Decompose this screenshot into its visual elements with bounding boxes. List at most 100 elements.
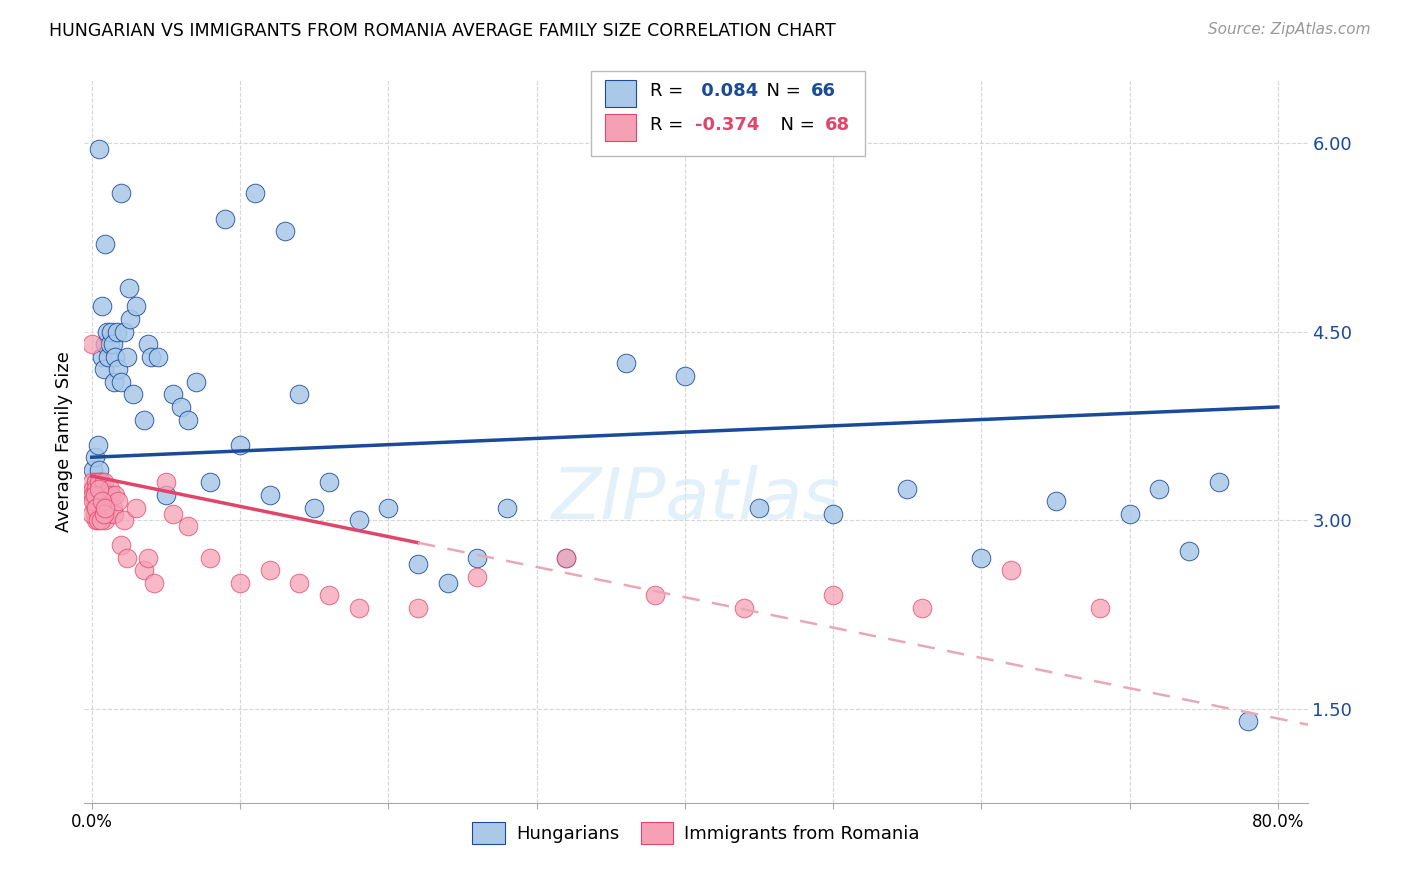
- Point: [136, 550, 159, 565]
- Point: [97, 350, 120, 364]
- Point: [614, 356, 637, 370]
- Point: [823, 507, 845, 521]
- Point: [101, 500, 124, 515]
- Legend: Hungarians, Immigrants from Romania: Hungarians, Immigrants from Romania: [465, 815, 927, 852]
- Point: [100, 325, 122, 339]
- Point: [148, 350, 170, 364]
- Point: [94, 236, 117, 251]
- Point: [117, 550, 139, 565]
- Point: [1237, 714, 1260, 728]
- Point: [104, 350, 127, 364]
- Point: [436, 575, 458, 590]
- Point: [170, 400, 193, 414]
- Point: [229, 575, 252, 590]
- Point: [91, 494, 114, 508]
- Point: [91, 507, 114, 521]
- Point: [91, 300, 114, 314]
- Point: [1149, 482, 1171, 496]
- Text: 66: 66: [811, 82, 837, 100]
- Point: [83, 488, 105, 502]
- Point: [1178, 544, 1201, 558]
- Point: [86, 438, 108, 452]
- Point: [86, 507, 108, 521]
- Point: [94, 488, 117, 502]
- Text: 68: 68: [825, 116, 851, 134]
- Point: [90, 475, 112, 490]
- Point: [90, 513, 112, 527]
- Point: [465, 550, 488, 565]
- Point: [82, 488, 104, 502]
- Point: [94, 500, 117, 515]
- Point: [139, 350, 162, 364]
- Point: [177, 519, 200, 533]
- Point: [93, 362, 115, 376]
- Point: [555, 550, 578, 565]
- Point: [82, 463, 104, 477]
- Point: [347, 601, 370, 615]
- Point: [84, 513, 107, 527]
- Point: [89, 463, 111, 477]
- Point: [406, 601, 429, 615]
- Point: [243, 186, 266, 201]
- Text: N =: N =: [769, 116, 821, 134]
- Point: [214, 211, 236, 226]
- Point: [1045, 494, 1067, 508]
- Point: [143, 575, 166, 590]
- Point: [555, 550, 578, 565]
- Point: [89, 475, 111, 490]
- Point: [733, 601, 755, 615]
- Point: [83, 494, 105, 508]
- Point: [302, 500, 325, 515]
- Point: [101, 337, 124, 351]
- Point: [83, 507, 105, 521]
- Point: [748, 500, 770, 515]
- Point: [83, 500, 105, 515]
- Point: [347, 513, 370, 527]
- Point: [107, 362, 129, 376]
- Point: [96, 494, 118, 508]
- Point: [162, 387, 184, 401]
- Point: [84, 500, 107, 515]
- Point: [89, 488, 111, 502]
- Point: [136, 337, 159, 351]
- Point: [84, 475, 107, 490]
- Point: [155, 475, 177, 490]
- Point: [273, 224, 295, 238]
- Point: [93, 507, 115, 521]
- Point: [86, 500, 108, 515]
- Point: [84, 482, 107, 496]
- Point: [86, 488, 108, 502]
- Point: [89, 482, 111, 496]
- Point: [86, 513, 108, 527]
- Point: [98, 337, 121, 351]
- Point: [911, 601, 934, 615]
- Point: [94, 513, 117, 527]
- Point: [132, 412, 155, 426]
- Point: [1088, 601, 1111, 615]
- Point: [112, 325, 135, 339]
- Text: R =: R =: [650, 82, 689, 100]
- Point: [288, 575, 311, 590]
- Point: [318, 589, 340, 603]
- Point: [104, 488, 127, 502]
- Text: ZIPatlas: ZIPatlas: [551, 465, 841, 533]
- Point: [823, 589, 845, 603]
- Point: [125, 300, 148, 314]
- Point: [112, 513, 135, 527]
- Point: [229, 438, 252, 452]
- Point: [155, 488, 177, 502]
- Point: [82, 494, 104, 508]
- Point: [673, 368, 696, 383]
- Point: [110, 186, 132, 201]
- Point: [122, 387, 145, 401]
- Point: [120, 312, 142, 326]
- Point: [82, 482, 104, 496]
- Point: [91, 350, 114, 364]
- Point: [644, 589, 666, 603]
- Point: [89, 142, 111, 156]
- Point: [110, 375, 132, 389]
- Point: [496, 500, 519, 515]
- Point: [103, 375, 125, 389]
- Point: [93, 500, 115, 515]
- Point: [259, 488, 281, 502]
